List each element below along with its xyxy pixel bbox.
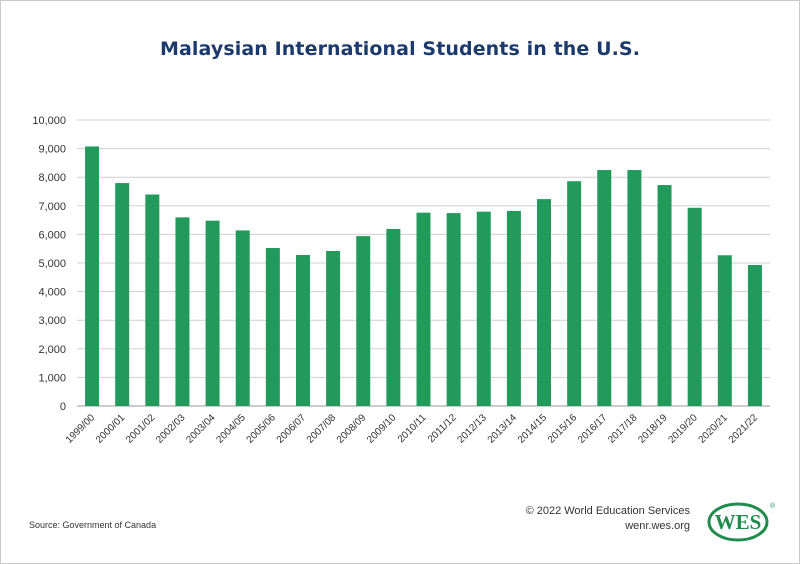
- x-tick-label: 2016/17: [576, 412, 610, 446]
- bar: [416, 212, 431, 406]
- x-tick-label: 2020/21: [697, 412, 731, 446]
- copyright-block: © 2022 World Education Services wenr.wes…: [526, 504, 690, 534]
- bar: [476, 211, 491, 406]
- x-tick-label: 2018/19: [636, 412, 670, 446]
- wes-logo: WES ®: [707, 502, 776, 542]
- y-tick-label: 5,000: [38, 258, 66, 270]
- bar: [386, 228, 401, 406]
- x-tick-label: 2017/18: [606, 412, 640, 446]
- bar: [145, 194, 160, 406]
- bar: [175, 217, 190, 406]
- bar: [747, 265, 762, 406]
- x-tick-label: 2001/02: [124, 412, 158, 446]
- y-tick-label: 8,000: [38, 172, 66, 184]
- x-tick-label: 2012/13: [456, 412, 490, 446]
- x-tick-label: 2019/20: [666, 412, 700, 446]
- x-tick-label: 2008/09: [335, 412, 369, 446]
- bar: [235, 230, 250, 406]
- x-tick-label: 2013/14: [486, 412, 520, 446]
- logo-registered-mark: ®: [770, 502, 776, 510]
- x-tick-label: 2014/15: [516, 412, 550, 446]
- chart-title: Malaysian International Students in the …: [159, 38, 641, 60]
- y-tick-label: 3,000: [38, 315, 66, 327]
- source-note: Source: Government of Canada: [29, 520, 157, 530]
- y-tick-label: 6,000: [38, 229, 66, 241]
- y-tick-label: 10,000: [32, 115, 66, 127]
- y-tick-label: 7,000: [38, 201, 66, 213]
- bar: [295, 254, 310, 406]
- x-tick-label: 2021/22: [727, 412, 761, 446]
- bar: [597, 170, 612, 406]
- website-text: wenr.wes.org: [625, 520, 690, 532]
- bar: [657, 185, 672, 406]
- x-tick-label: 2009/10: [365, 412, 399, 446]
- x-tick-label: 2011/12: [426, 412, 459, 445]
- bar: [115, 183, 130, 406]
- bar: [506, 210, 521, 406]
- bar: [567, 181, 582, 406]
- y-tick-label: 4,000: [38, 287, 66, 299]
- x-tick-label: 2004/05: [214, 412, 248, 446]
- bar: [717, 255, 732, 406]
- bar: [326, 250, 341, 406]
- bar: [446, 213, 461, 406]
- x-tick-label: 2002/03: [154, 412, 188, 446]
- logo-ellipse: [707, 502, 769, 542]
- x-tick-label: 2006/07: [275, 412, 309, 446]
- x-tick-label: 2015/16: [546, 412, 580, 446]
- bar: [537, 199, 552, 406]
- x-tick-label: 2010/11: [396, 412, 429, 445]
- y-tick-label: 9,000: [38, 144, 66, 156]
- x-tick-label: 2007/08: [305, 412, 339, 446]
- bar: [265, 247, 280, 406]
- y-tick-label: 2,000: [38, 344, 66, 356]
- x-tick-label: 2000/01: [94, 412, 128, 446]
- bar: [356, 236, 371, 406]
- y-tick-label: 0: [60, 401, 66, 413]
- bar: [687, 207, 702, 406]
- y-tick-label: 1,000: [38, 372, 66, 384]
- bar: [205, 220, 220, 406]
- x-tick-label: 2003/04: [184, 412, 218, 446]
- copyright-text: © 2022 World Education Services: [525, 505, 690, 517]
- x-tick-label: 2005/06: [245, 412, 279, 446]
- bar: [85, 146, 100, 406]
- x-tick-label: 1999/00: [64, 412, 98, 446]
- bar: [627, 170, 642, 406]
- logo-text: WES: [715, 510, 762, 534]
